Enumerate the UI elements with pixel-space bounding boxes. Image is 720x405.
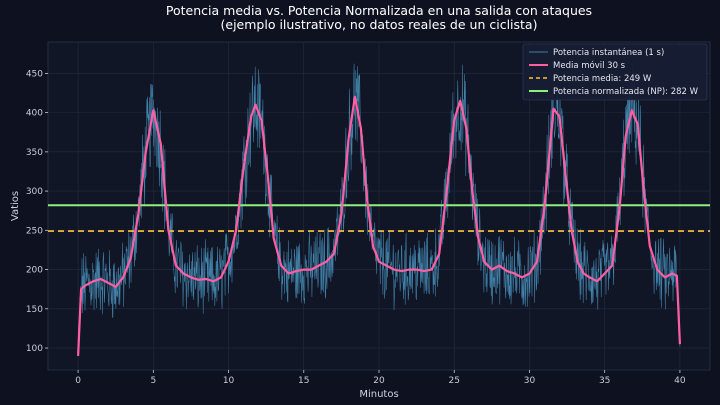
- x-tick-label-5: 5: [150, 376, 156, 386]
- legend-box: [522, 43, 708, 101]
- x-tick-label-30: 30: [524, 376, 536, 386]
- legend-label-normalized: Potencia normalizada (NP): 282 W: [553, 87, 699, 97]
- x-tick-label-40: 40: [674, 376, 686, 386]
- x-tick-label-0: 0: [75, 376, 81, 386]
- y-tick-label-300: 300: [26, 187, 43, 197]
- y-tick-label-250: 250: [26, 226, 43, 236]
- legend-label-moving-average: Media móvil 30 s: [553, 60, 626, 71]
- x-tick-label-20: 20: [373, 376, 385, 386]
- x-tick-label-25: 25: [449, 376, 460, 386]
- x-axis-label: Minutos: [359, 389, 398, 400]
- chart-title: Potencia media vs. Potencia Normalizada …: [166, 3, 592, 18]
- y-tick-label-100: 100: [26, 344, 43, 354]
- y-tick-label-450: 450: [26, 69, 43, 79]
- legend-label-average: Potencia media: 249 W: [553, 74, 652, 84]
- chart-subtitle: (ejemplo ilustrativo, no datos reales de…: [221, 17, 538, 32]
- x-tick-label-15: 15: [298, 376, 309, 386]
- plot-marks: [48, 63, 710, 356]
- y-axis-label: Vatios: [10, 191, 21, 221]
- y-tick-label-350: 350: [26, 148, 43, 158]
- series-raw-power-line: [77, 63, 681, 347]
- x-tick-label-35: 35: [599, 376, 610, 386]
- legend-label-raw: Potencia instantánea (1 s): [553, 48, 664, 58]
- x-axis-ticks: 0 5 10 15 20 25 30 35 40: [75, 370, 686, 386]
- y-tick-label-400: 400: [26, 109, 43, 119]
- legend: Potencia instantánea (1 s) Media móvil 3…: [522, 43, 708, 101]
- y-tick-label-200: 200: [26, 266, 43, 276]
- y-axis-ticks: 100 150 200 250 300 350 400 450: [26, 69, 48, 354]
- y-tick-label-150: 150: [26, 305, 43, 315]
- x-tick-label-10: 10: [223, 376, 235, 386]
- series-moving-average-line: [77, 95, 681, 356]
